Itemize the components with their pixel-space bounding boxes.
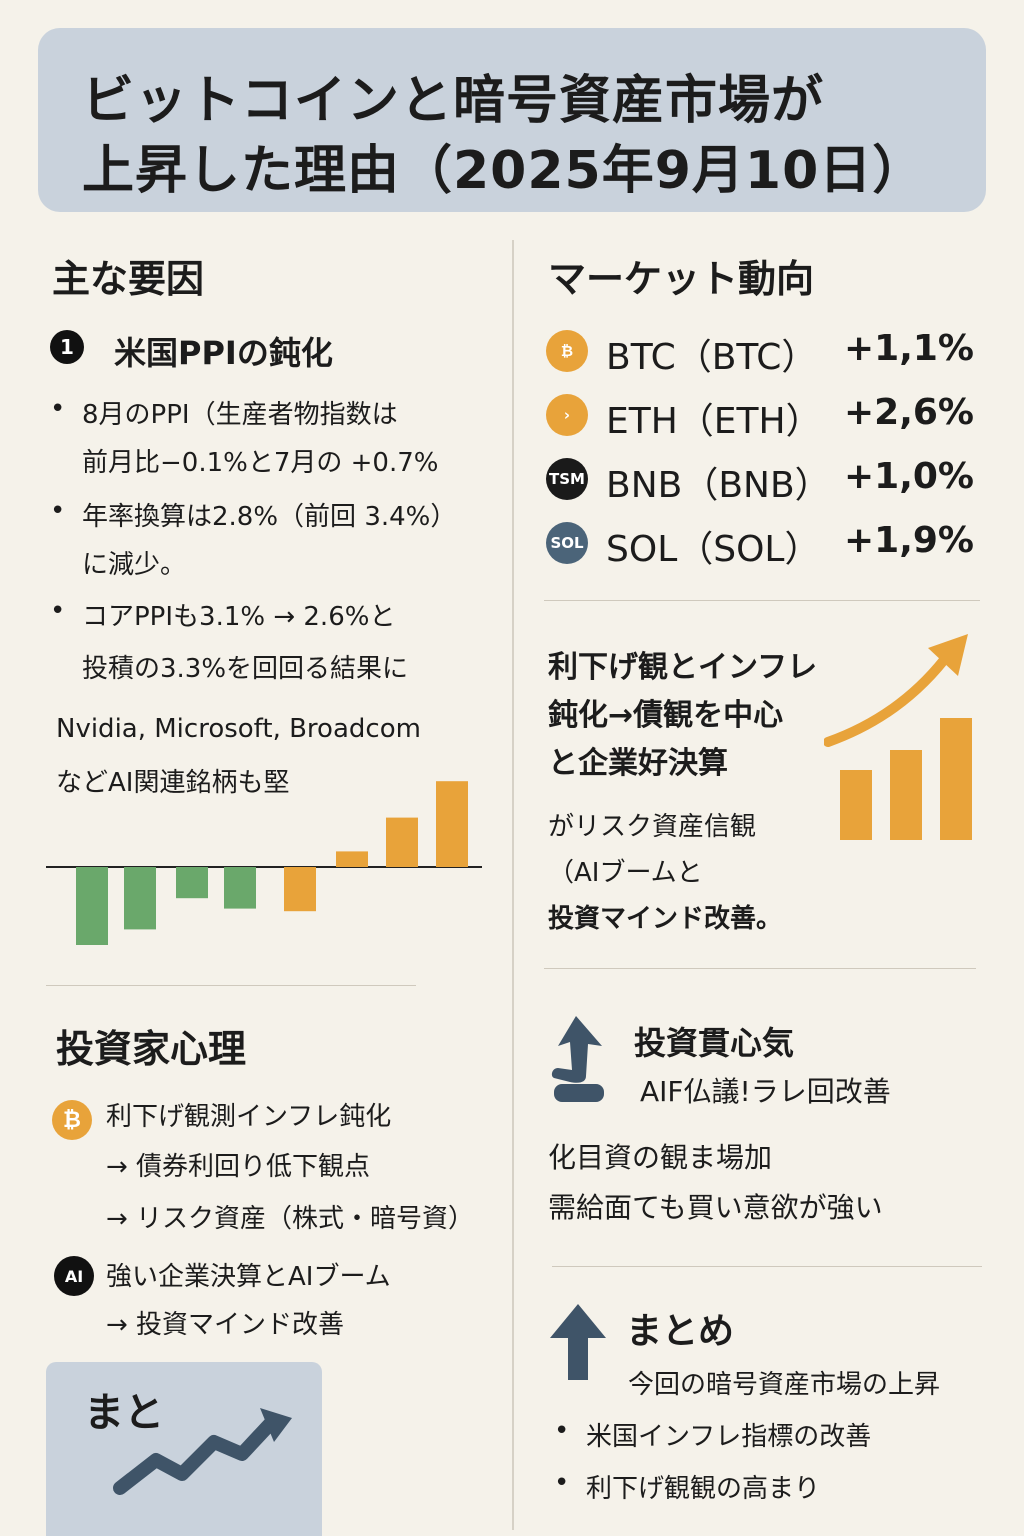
eth-change: +2,6% [843,392,974,433]
chart-bar-5 [284,867,316,912]
investor-psych-heading: 投資家心理 [56,1027,247,1071]
eth-name: ETH（ETH） [606,401,822,442]
eth-coin-icon: › [546,394,588,436]
chart-bar-6 [336,851,368,867]
left-separator [46,985,416,986]
chart-bar-3 [176,867,208,899]
ai-note-line2: などAI関連銘柄も堅 [56,768,290,798]
rising-arrow-icon [113,1408,292,1495]
factor-number-badge: 1 [50,330,84,364]
column-divider [512,240,514,1530]
factor1-bullet-3a: コアPPIも3.1% → 2.6%と [50,596,395,633]
trend-line2: 鈍化→債観を中心 [548,698,784,733]
chart-bar-2 [124,867,156,930]
right-separator-2 [544,968,976,969]
right-separator-1 [544,600,980,601]
factor1-bullet-1a: 8月のPPI（生産者物指数は [50,394,398,431]
bar-chart [46,781,482,945]
sentiment-sub: AIF仏議!ラレ回改善 [640,1075,891,1108]
psych-item2-line1: 強い企業決算とAIブーム [106,1262,391,1292]
summary-heading: まとめ [626,1311,735,1352]
sentiment-body1: 化目資の観ま場加 [548,1141,773,1174]
sol-coin-icon: SOL [546,522,588,564]
trend-sub2: （AIブームと [548,858,703,888]
summary-bullet-2: 利下げ観観の高まり [554,1468,820,1505]
summary-box [46,1362,322,1536]
bnb-coin-icon: TSM [546,458,588,500]
trend-line3: と企業好決算 [548,746,728,781]
psych-item2-line2: → 投資マインド改善 [106,1310,345,1340]
page-title-line1: ビットコインと暗号資産市場が [82,71,825,131]
factor1-bullet-2a: 年率換算は2.8%（前回 3.4%） [50,496,456,533]
ai-badge-icon: AI [54,1256,94,1296]
trend-sub1: がリスク資産信観 [548,812,757,842]
trend-sub3: 投資マインド改善。 [548,904,783,934]
chart-bar-7 [386,817,418,867]
factor1-bullet-2b: に減少。 [82,550,187,580]
sol-name: SOL（SOL） [606,529,821,570]
bitcoin-icon: ₿ [52,1100,92,1140]
bnb-name: BNB（BNB） [606,465,831,506]
summary-sub: 今回の暗号資産市場の上昇 [628,1370,941,1400]
factor1-label: 米国PPIの鈍化 [114,334,333,372]
market-trend-heading: マーケット動向 [548,257,815,301]
title-banner [38,28,986,212]
psych-item1-line1: 利下げ観測インフレ鈍化 [106,1102,392,1132]
trend-line1: 利下げ観とインフレ [548,650,818,685]
page-title-line2: 上昇した理由（2025年9月10日） [82,141,926,201]
psych-item1-line3: → リスク資産（株式・暗号資） [106,1204,475,1234]
sol-change: +1,9% [843,520,974,561]
growth-chart-icon [824,634,972,840]
right-separator-3 [552,1266,982,1267]
factor1-bullet-3b: 投積の3.3%を回回る結果に [82,654,409,684]
chart-bar-4 [224,867,256,909]
ai-note-line1: Nvidia, Microsoft, Broadcom [56,714,421,744]
psych-item1-line2: → 債券利回り低下観点 [106,1152,371,1182]
summary-bullet-1: 米国インフレ指標の改善 [554,1416,871,1453]
summary-box-label: まと [84,1390,164,1436]
btc-coin-icon: ₿ [546,330,588,372]
sentiment-title: 投資貫心気 [634,1024,795,1062]
up-arrow-icon [550,1304,606,1380]
chart-bar-8 [436,781,468,867]
factor1-bullet-1b: 前月比−0.1%と7月の +0.7% [82,448,439,478]
up-hand-arrow-icon [551,1016,604,1102]
btc-change: +1,1% [843,328,974,369]
bnb-change: +1,0% [843,456,974,497]
btc-name: BTC（BTC） [606,337,818,378]
sentiment-body2: 需給面ても買い意欲が強い [548,1191,883,1224]
main-factors-heading: 主な要因 [52,257,205,301]
chart-bar-1 [76,867,108,945]
